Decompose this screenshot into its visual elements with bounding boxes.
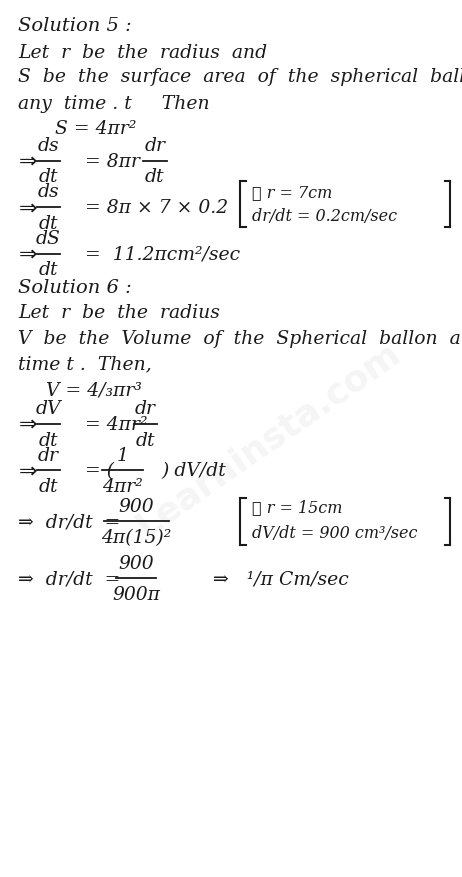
Text: ⇒   ¹/π Cm/sec: ⇒ ¹/π Cm/sec: [213, 570, 348, 588]
Text: ⇒  dr/dt  =: ⇒ dr/dt =: [18, 513, 121, 531]
Text: ⇒: ⇒: [18, 198, 37, 217]
Text: ⇒  dr/dt  =: ⇒ dr/dt =: [18, 570, 121, 588]
Text: ds: ds: [38, 183, 59, 201]
Text: dr/dt = 0.2cm/sec: dr/dt = 0.2cm/sec: [252, 208, 397, 225]
Text: 900: 900: [118, 497, 154, 515]
Text: S  be  the  surface  area  of  the  spherical  ball  at: S be the surface area of the spherical b…: [18, 68, 462, 86]
Text: S = 4πr²: S = 4πr²: [55, 120, 137, 138]
Text: ∴ r = 15cm: ∴ r = 15cm: [252, 498, 342, 516]
Text: = 4πr²: = 4πr²: [85, 416, 148, 433]
Text: dt: dt: [145, 168, 164, 186]
Text: V  be  the  Volume  of  the  Spherical  ballon  at  any: V be the Volume of the Spherical ballon …: [18, 330, 462, 347]
Text: Solution 5 :: Solution 5 :: [18, 18, 132, 35]
Text: dr: dr: [135, 400, 156, 417]
Text: any  time . t     Then: any time . t Then: [18, 95, 210, 112]
Text: = 8π × 7 × 0.2: = 8π × 7 × 0.2: [85, 199, 229, 217]
Text: dt: dt: [39, 431, 58, 449]
Text: dt: dt: [136, 431, 155, 449]
Text: ⇒: ⇒: [18, 461, 37, 481]
Text: Let  r  be  the  radius: Let r be the radius: [18, 303, 220, 321]
Text: Solution 6 :: Solution 6 :: [18, 279, 132, 296]
Text: dt: dt: [39, 478, 58, 496]
Text: =  11.2πcm²/sec: = 11.2πcm²/sec: [85, 246, 241, 263]
Text: dV/dt = 900 cm³/sec: dV/dt = 900 cm³/sec: [252, 524, 417, 542]
Text: 4πr²: 4πr²: [102, 478, 143, 496]
Text: dr: dr: [38, 446, 59, 464]
Text: ⇒: ⇒: [18, 152, 37, 171]
Text: dS: dS: [36, 230, 61, 247]
Text: dt: dt: [39, 168, 58, 186]
Text: dr: dr: [144, 137, 165, 154]
Text: ) dV/dt: ) dV/dt: [162, 462, 226, 480]
Text: = (: = (: [85, 462, 115, 480]
Text: 4π(15)²: 4π(15)²: [101, 529, 171, 546]
Text: dt: dt: [39, 261, 58, 279]
Text: ds: ds: [38, 137, 59, 154]
Text: ∴ r = 7cm: ∴ r = 7cm: [252, 183, 332, 201]
Text: time t .  Then,: time t . Then,: [18, 355, 152, 373]
Text: ⇒: ⇒: [18, 415, 37, 434]
Text: Learninsta.com: Learninsta.com: [129, 334, 407, 543]
Text: ⇒: ⇒: [18, 245, 37, 264]
Text: dt: dt: [39, 215, 58, 232]
Text: V = 4/₃πr³: V = 4/₃πr³: [46, 381, 142, 399]
Text: 900: 900: [118, 554, 154, 572]
Text: Let  r  be  the  radius  and: Let r be the radius and: [18, 44, 267, 61]
Text: = 8πr: = 8πr: [85, 153, 140, 170]
Text: 1: 1: [116, 446, 128, 464]
Text: 900π: 900π: [112, 586, 160, 603]
Text: dV: dV: [36, 400, 61, 417]
